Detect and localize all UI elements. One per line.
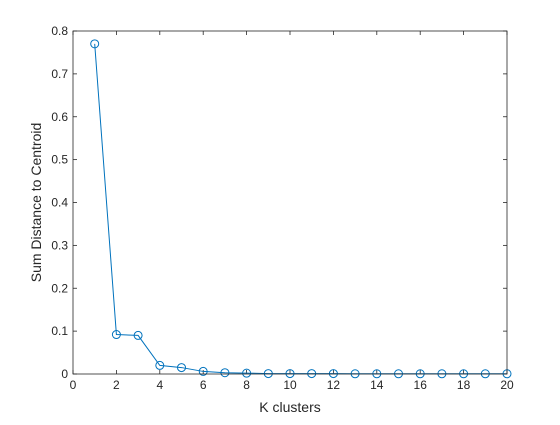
data-point-marker <box>263 369 273 379</box>
y-tick-label: 0.8 <box>51 24 68 38</box>
axes-background <box>73 31 507 374</box>
data-point-marker <box>198 366 208 376</box>
data-point-marker <box>133 330 143 340</box>
data-point-marker <box>155 360 165 370</box>
y-tick-label: 0.5 <box>51 153 68 167</box>
x-tick-label: 16 <box>414 378 428 392</box>
data-point-marker <box>242 368 252 378</box>
x-tick-label: 10 <box>283 378 297 392</box>
y-tick-label: 0.2 <box>51 281 68 295</box>
data-point-marker <box>177 363 186 373</box>
x-tick-label: 12 <box>327 378 341 392</box>
y-tick-label: 0 <box>61 367 68 381</box>
y-tick-label: 0.7 <box>51 67 68 81</box>
y-tick-label: 0.3 <box>51 238 68 252</box>
data-point-marker <box>307 369 317 379</box>
data-point-marker <box>285 369 295 379</box>
x-tick-label: 6 <box>200 378 207 392</box>
x-tick-label: 4 <box>156 378 163 392</box>
y-tick-label: 0.1 <box>51 324 68 338</box>
x-axis-label: K clusters <box>259 399 320 415</box>
x-tick-label: 20 <box>500 378 514 392</box>
x-tick-label: 8 <box>243 378 250 392</box>
y-axis-ticks: 0 0.1 0.2 0.3 0.4 0.5 0.6 0.7 0.8 <box>51 24 507 381</box>
data-point-marker <box>328 369 338 379</box>
data-point-marker <box>111 330 121 340</box>
axes-box <box>72 30 508 375</box>
x-tick-label: 0 <box>70 378 77 392</box>
data-point-marker <box>220 368 230 378</box>
data-point-marker <box>90 39 100 49</box>
x-tick-label: 18 <box>457 378 471 392</box>
y-axis-label: Sum Distance to Centroid <box>28 123 44 283</box>
x-tick-label: 14 <box>370 378 384 392</box>
y-tick-label: 0.6 <box>51 110 68 124</box>
x-tick-label: 2 <box>113 378 120 392</box>
y-tick-label: 0.4 <box>51 196 68 210</box>
